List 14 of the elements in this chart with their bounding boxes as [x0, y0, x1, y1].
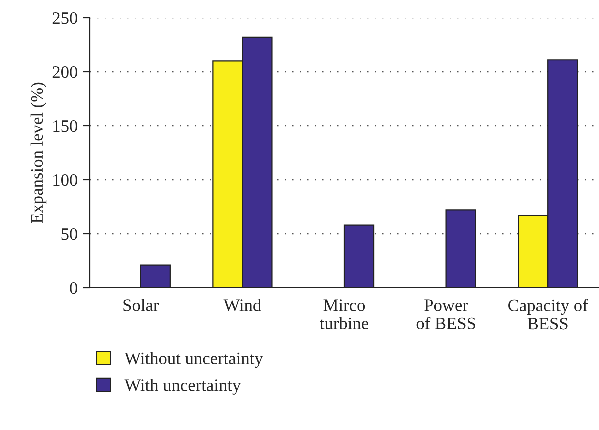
legend-label: With uncertainty — [124, 379, 242, 395]
y-tick-label: 250 — [52, 12, 78, 24]
y-tick-label: 0 — [70, 282, 78, 294]
x-tick-label: Mirco turbine — [320, 300, 368, 330]
x-tick-label: Power of BESS — [416, 300, 476, 330]
y-axis-title: Expansion level (%) — [30, 82, 47, 224]
x-tick-label: Wind — [224, 299, 262, 312]
x-tick-label: Solar — [124, 299, 160, 312]
y-tick-label: 100 — [54, 174, 78, 186]
y-tick-label: 150 — [54, 120, 78, 132]
x-tick-label: Capacity of BESS — [508, 299, 588, 330]
y-tick-label: 200 — [52, 66, 78, 78]
legend-label: Without uncertainty — [124, 352, 264, 368]
y-tick-label: 50 — [62, 228, 78, 240]
